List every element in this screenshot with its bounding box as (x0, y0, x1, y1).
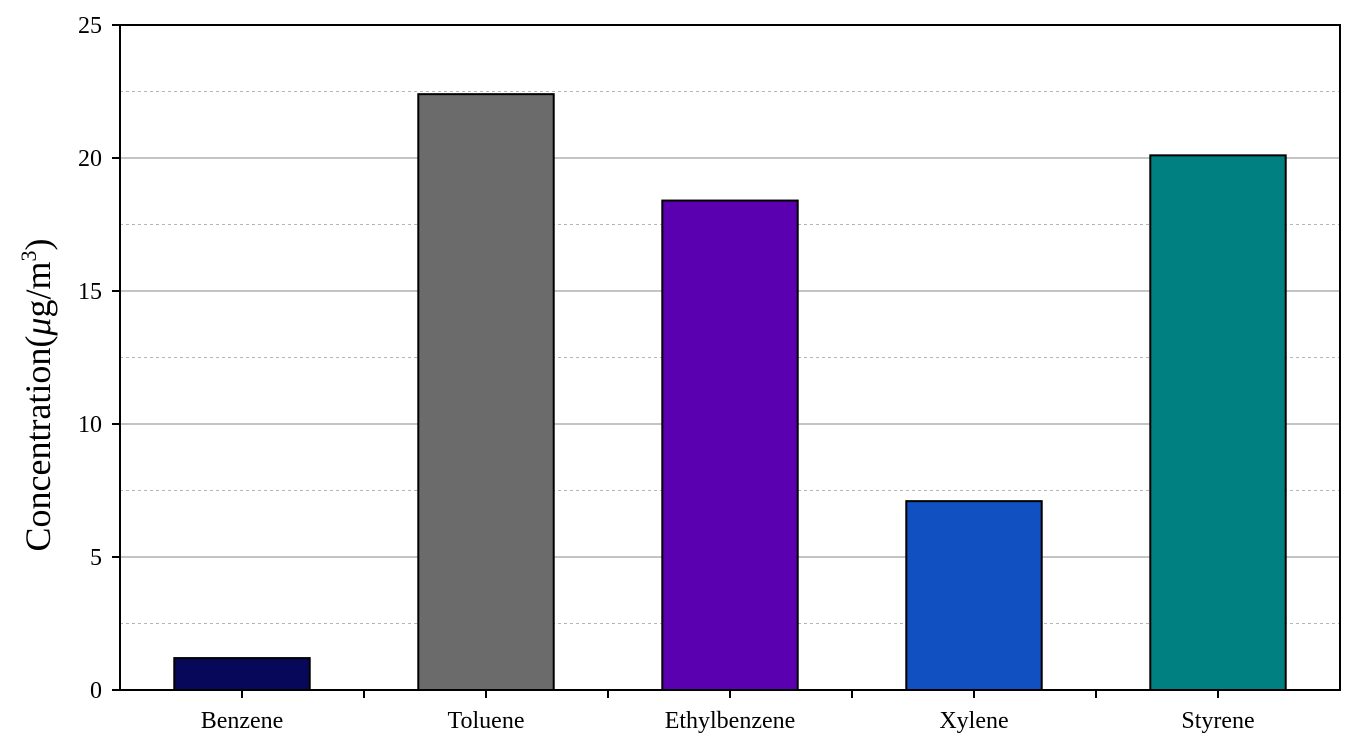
y-tick-label: 15 (78, 279, 102, 305)
x-tick-label: Styrene (1181, 708, 1254, 734)
bar-styrene (1149, 154, 1287, 691)
x-axis-ticks: Benzene Toluene Ethylbenzene Xylene Styrene (201, 690, 1255, 734)
y-tick-label: 20 (78, 146, 102, 172)
y-tick-label: 25 (78, 13, 102, 39)
bar-toluene (417, 93, 555, 692)
y-axis-label: Concentration(μg/m3) (16, 238, 58, 551)
x-tick-label: Toluene (448, 708, 525, 734)
y-tick-label: 0 (90, 678, 102, 704)
bar-benzene (173, 657, 311, 692)
y-axis-label-main: Concentration( (18, 336, 58, 552)
bar-ethylbenzene (661, 199, 799, 691)
y-axis-ticks: 0 5 10 15 20 25 (78, 13, 120, 704)
bar-xylene (905, 500, 1043, 692)
x-tick-label: Xylene (939, 708, 1008, 734)
y-axis-label-unit: g/m (18, 261, 58, 317)
y-tick-label: 10 (78, 412, 102, 438)
y-axis-label-mu: μ (18, 318, 58, 337)
bars (173, 93, 1287, 692)
y-tick-label: 5 (90, 545, 102, 571)
y-axis-label-superscript: 3 (16, 250, 41, 261)
x-tick-label: Ethylbenzene (665, 708, 796, 734)
y-axis-label-close: ) (18, 238, 58, 250)
x-tick-label: Benzene (201, 708, 284, 734)
